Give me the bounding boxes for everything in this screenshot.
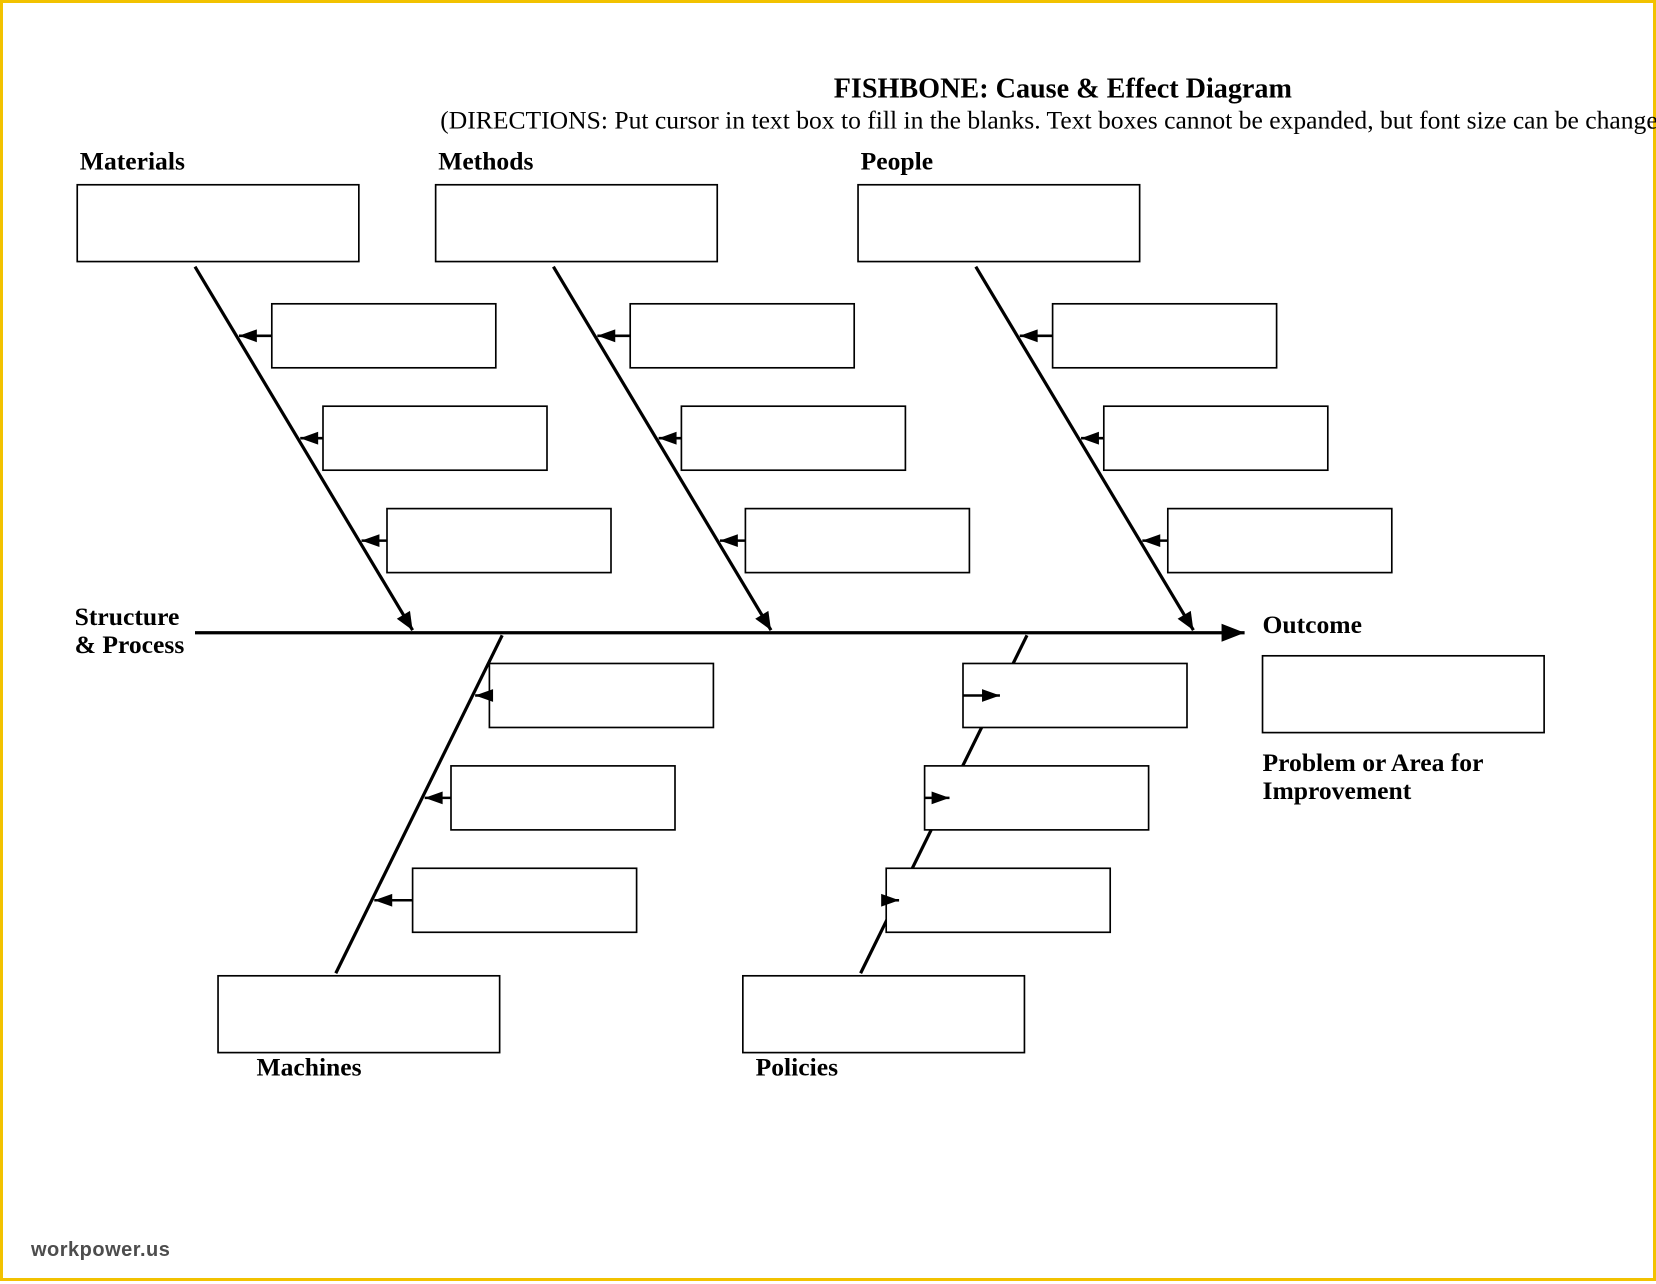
sub-arrow-methods-1-head (659, 432, 677, 445)
sub-box-methods-0[interactable] (630, 304, 854, 368)
label-materials: Materials (80, 146, 185, 175)
sub-box-materials-1[interactable] (323, 406, 547, 470)
spine-tail-label-2: & Process (75, 630, 185, 659)
category-box-methods[interactable] (436, 185, 718, 262)
sub-arrow-materials-1-head (300, 432, 318, 445)
sub-box-methods-2[interactable] (745, 509, 969, 573)
sub-arrow-people-0-head (1020, 329, 1038, 342)
spine-head (1222, 624, 1245, 642)
label-methods: Methods (438, 146, 533, 175)
page-frame: FISHBONE: Cause & Effect Diagram(DIRECTI… (0, 0, 1656, 1281)
bone-methods-head (755, 611, 771, 630)
category-box-machines[interactable] (218, 976, 500, 1053)
sub-box-materials-2[interactable] (387, 509, 611, 573)
sub-arrow-methods-0-head (597, 329, 615, 342)
sub-box-people-1[interactable] (1104, 406, 1328, 470)
bone-people-head (1178, 611, 1194, 630)
sub-box-machines-1[interactable] (451, 766, 675, 830)
outcome-box[interactable] (1263, 656, 1545, 733)
outcome-caption-1: Problem or Area for (1263, 748, 1484, 777)
spine-head-label: Outcome (1263, 610, 1362, 639)
sub-box-people-2[interactable] (1168, 509, 1392, 573)
label-machines: Machines (256, 1053, 361, 1082)
sub-arrow-methods-2-head (720, 534, 738, 547)
sub-arrow-materials-2-head (362, 534, 380, 547)
sub-box-machines-0[interactable] (489, 663, 713, 727)
sub-box-people-0[interactable] (1053, 304, 1277, 368)
sub-arrow-materials-0-head (239, 329, 257, 342)
sub-arrow-people-1-head (1081, 432, 1099, 445)
sub-arrow-people-2-head (1142, 534, 1160, 547)
diagram-title: FISHBONE: Cause & Effect Diagram (834, 74, 1292, 105)
sub-box-machines-2[interactable] (413, 868, 637, 932)
outcome-caption-2: Improvement (1263, 776, 1412, 805)
fishbone-diagram: FISHBONE: Cause & Effect Diagram(DIRECTI… (3, 3, 1656, 1284)
category-box-policies[interactable] (743, 976, 1025, 1053)
label-people: People (861, 146, 933, 175)
watermark-text: workpower.us (31, 1239, 170, 1262)
sub-box-materials-0[interactable] (272, 304, 496, 368)
category-box-people[interactable] (858, 185, 1140, 262)
sub-arrow-machines-2-head (374, 894, 392, 907)
sub-box-policies-2[interactable] (886, 868, 1110, 932)
category-box-materials[interactable] (77, 185, 359, 262)
spine-tail-label-1: Structure (75, 602, 180, 631)
diagram-directions: (DIRECTIONS: Put cursor in text box to f… (440, 105, 1656, 134)
sub-box-policies-1[interactable] (925, 766, 1149, 830)
sub-arrow-machines-0-head (475, 689, 493, 702)
sub-box-methods-1[interactable] (681, 406, 905, 470)
bone-materials-head (397, 611, 413, 630)
label-policies: Policies (756, 1053, 838, 1082)
sub-arrow-machines-1-head (425, 791, 443, 804)
